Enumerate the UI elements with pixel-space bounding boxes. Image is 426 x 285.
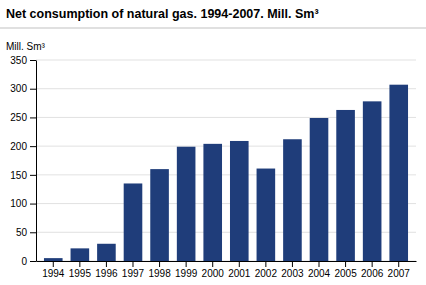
grid-line: [36, 261, 416, 262]
x-tick-label: 2004: [308, 268, 331, 279]
x-tick-mark: [212, 261, 213, 267]
x-tick-label: 2002: [255, 268, 278, 279]
y-tick-label: 350: [10, 55, 27, 66]
x-tick-mark: [159, 261, 160, 267]
x-tick: 1997: [122, 261, 145, 279]
y-tick: 250: [10, 112, 36, 123]
y-tick-mark: [30, 89, 36, 90]
x-tick-mark: [345, 261, 346, 267]
x-tick-mark: [372, 261, 373, 267]
x-tick-label: 2007: [388, 268, 411, 279]
x-tick-mark: [186, 261, 187, 267]
y-tick: 0: [21, 256, 36, 267]
x-tick-label: 2000: [202, 268, 225, 279]
grid-line: [36, 60, 416, 61]
grid-line: [36, 174, 416, 175]
x-tick: 2003: [281, 261, 304, 279]
x-tick-label: 2006: [361, 268, 384, 279]
x-axis: 1994 19951996 19971998 1999 20002001 20022003…: [37, 261, 417, 279]
x-tick: 1999: [175, 261, 198, 279]
y-tick: 50: [16, 227, 36, 238]
y-tick-label: 50: [16, 227, 28, 238]
x-tick-label: 1994: [42, 268, 65, 279]
bar: [71, 248, 90, 261]
bar: [150, 169, 169, 261]
x-tick-mark: [319, 261, 320, 267]
y-tick: 100: [10, 198, 36, 209]
y-tick-label: 150: [10, 170, 27, 181]
x-tick-label: 2001: [228, 268, 251, 279]
y-tick-label: 250: [10, 112, 27, 123]
x-tick-mark: [53, 261, 54, 267]
y-axis-label: Mill. Sm³: [6, 41, 46, 52]
x-tick: 2000: [202, 261, 225, 279]
x-tick-label: 2003: [281, 268, 304, 279]
grid: [36, 60, 416, 261]
x-tick-mark: [292, 261, 293, 267]
x-tick-mark: [398, 261, 399, 267]
x-tick-mark: [106, 261, 107, 267]
x-tick: 2005: [334, 261, 357, 279]
x-tick-mark: [79, 261, 80, 267]
x-tick-label: 1997: [122, 268, 145, 279]
y-tick-label: 100: [10, 198, 27, 209]
bar: [44, 258, 63, 261]
plot: 1994199519961997199819992000200120022003…: [10, 55, 416, 279]
y-tick-label: 200: [10, 141, 27, 152]
x-tick-label: 2005: [334, 268, 357, 279]
y-tick-mark: [30, 175, 36, 176]
bar: [389, 85, 408, 261]
bar: [310, 118, 329, 261]
y-tick-mark: [30, 60, 36, 61]
y-tick-mark: [30, 232, 36, 233]
bar: [283, 139, 302, 261]
y-tick: 300: [10, 83, 36, 94]
y-tick-mark: [30, 117, 36, 118]
x-tick: 2007: [388, 261, 411, 279]
grid-line: [36, 146, 416, 147]
bar: [177, 147, 196, 261]
bar: [257, 169, 276, 261]
x-tick-label: 1999: [175, 268, 198, 279]
grid-line: [36, 203, 416, 204]
bar: [336, 110, 355, 261]
bar: [363, 101, 382, 261]
y-tick: 200: [10, 141, 36, 152]
x-tick: 2004: [308, 261, 331, 279]
x-tick-mark: [265, 261, 266, 267]
separator: [0, 28, 426, 29]
x-tick-label: 1996: [95, 268, 118, 279]
x-tick: 1995: [69, 261, 92, 279]
x-tick: 1994: [42, 261, 65, 279]
title: Net consumption of natural gas. 1994-200…: [6, 7, 319, 21]
chart: Net consumption of natural gas. 1994-200…: [0, 0, 426, 285]
x-tick: 1998: [148, 261, 171, 279]
grid-line: [36, 88, 416, 89]
y-axis: 0 50 100 150 200 250 300 350: [10, 55, 36, 267]
x-axis-line: [37, 261, 417, 262]
grid-line: [36, 232, 416, 233]
bar: [97, 244, 116, 261]
bars: [44, 85, 408, 261]
y-tick-mark: [30, 261, 36, 262]
y-tick-mark: [30, 146, 36, 147]
x-tick: 2001: [228, 261, 251, 279]
y-tick-label: 300: [10, 83, 27, 94]
y-tick-label: 0: [21, 256, 27, 267]
x-tick-label: 1998: [148, 268, 171, 279]
bar: [230, 141, 249, 261]
x-tick: 1996: [95, 261, 118, 279]
y-tick: 350: [10, 55, 36, 66]
x-tick-label: 1995: [69, 268, 92, 279]
y-tick: 150: [10, 170, 36, 181]
x-tick: 2006: [361, 261, 384, 279]
x-tick-mark: [132, 261, 133, 267]
grid-line: [36, 117, 416, 118]
bar: [124, 183, 143, 261]
x-tick-mark: [239, 261, 240, 267]
bar: [203, 144, 222, 261]
y-tick-mark: [30, 204, 36, 205]
x-tick: 2002: [255, 261, 278, 279]
y-axis-line: [36, 61, 37, 262]
